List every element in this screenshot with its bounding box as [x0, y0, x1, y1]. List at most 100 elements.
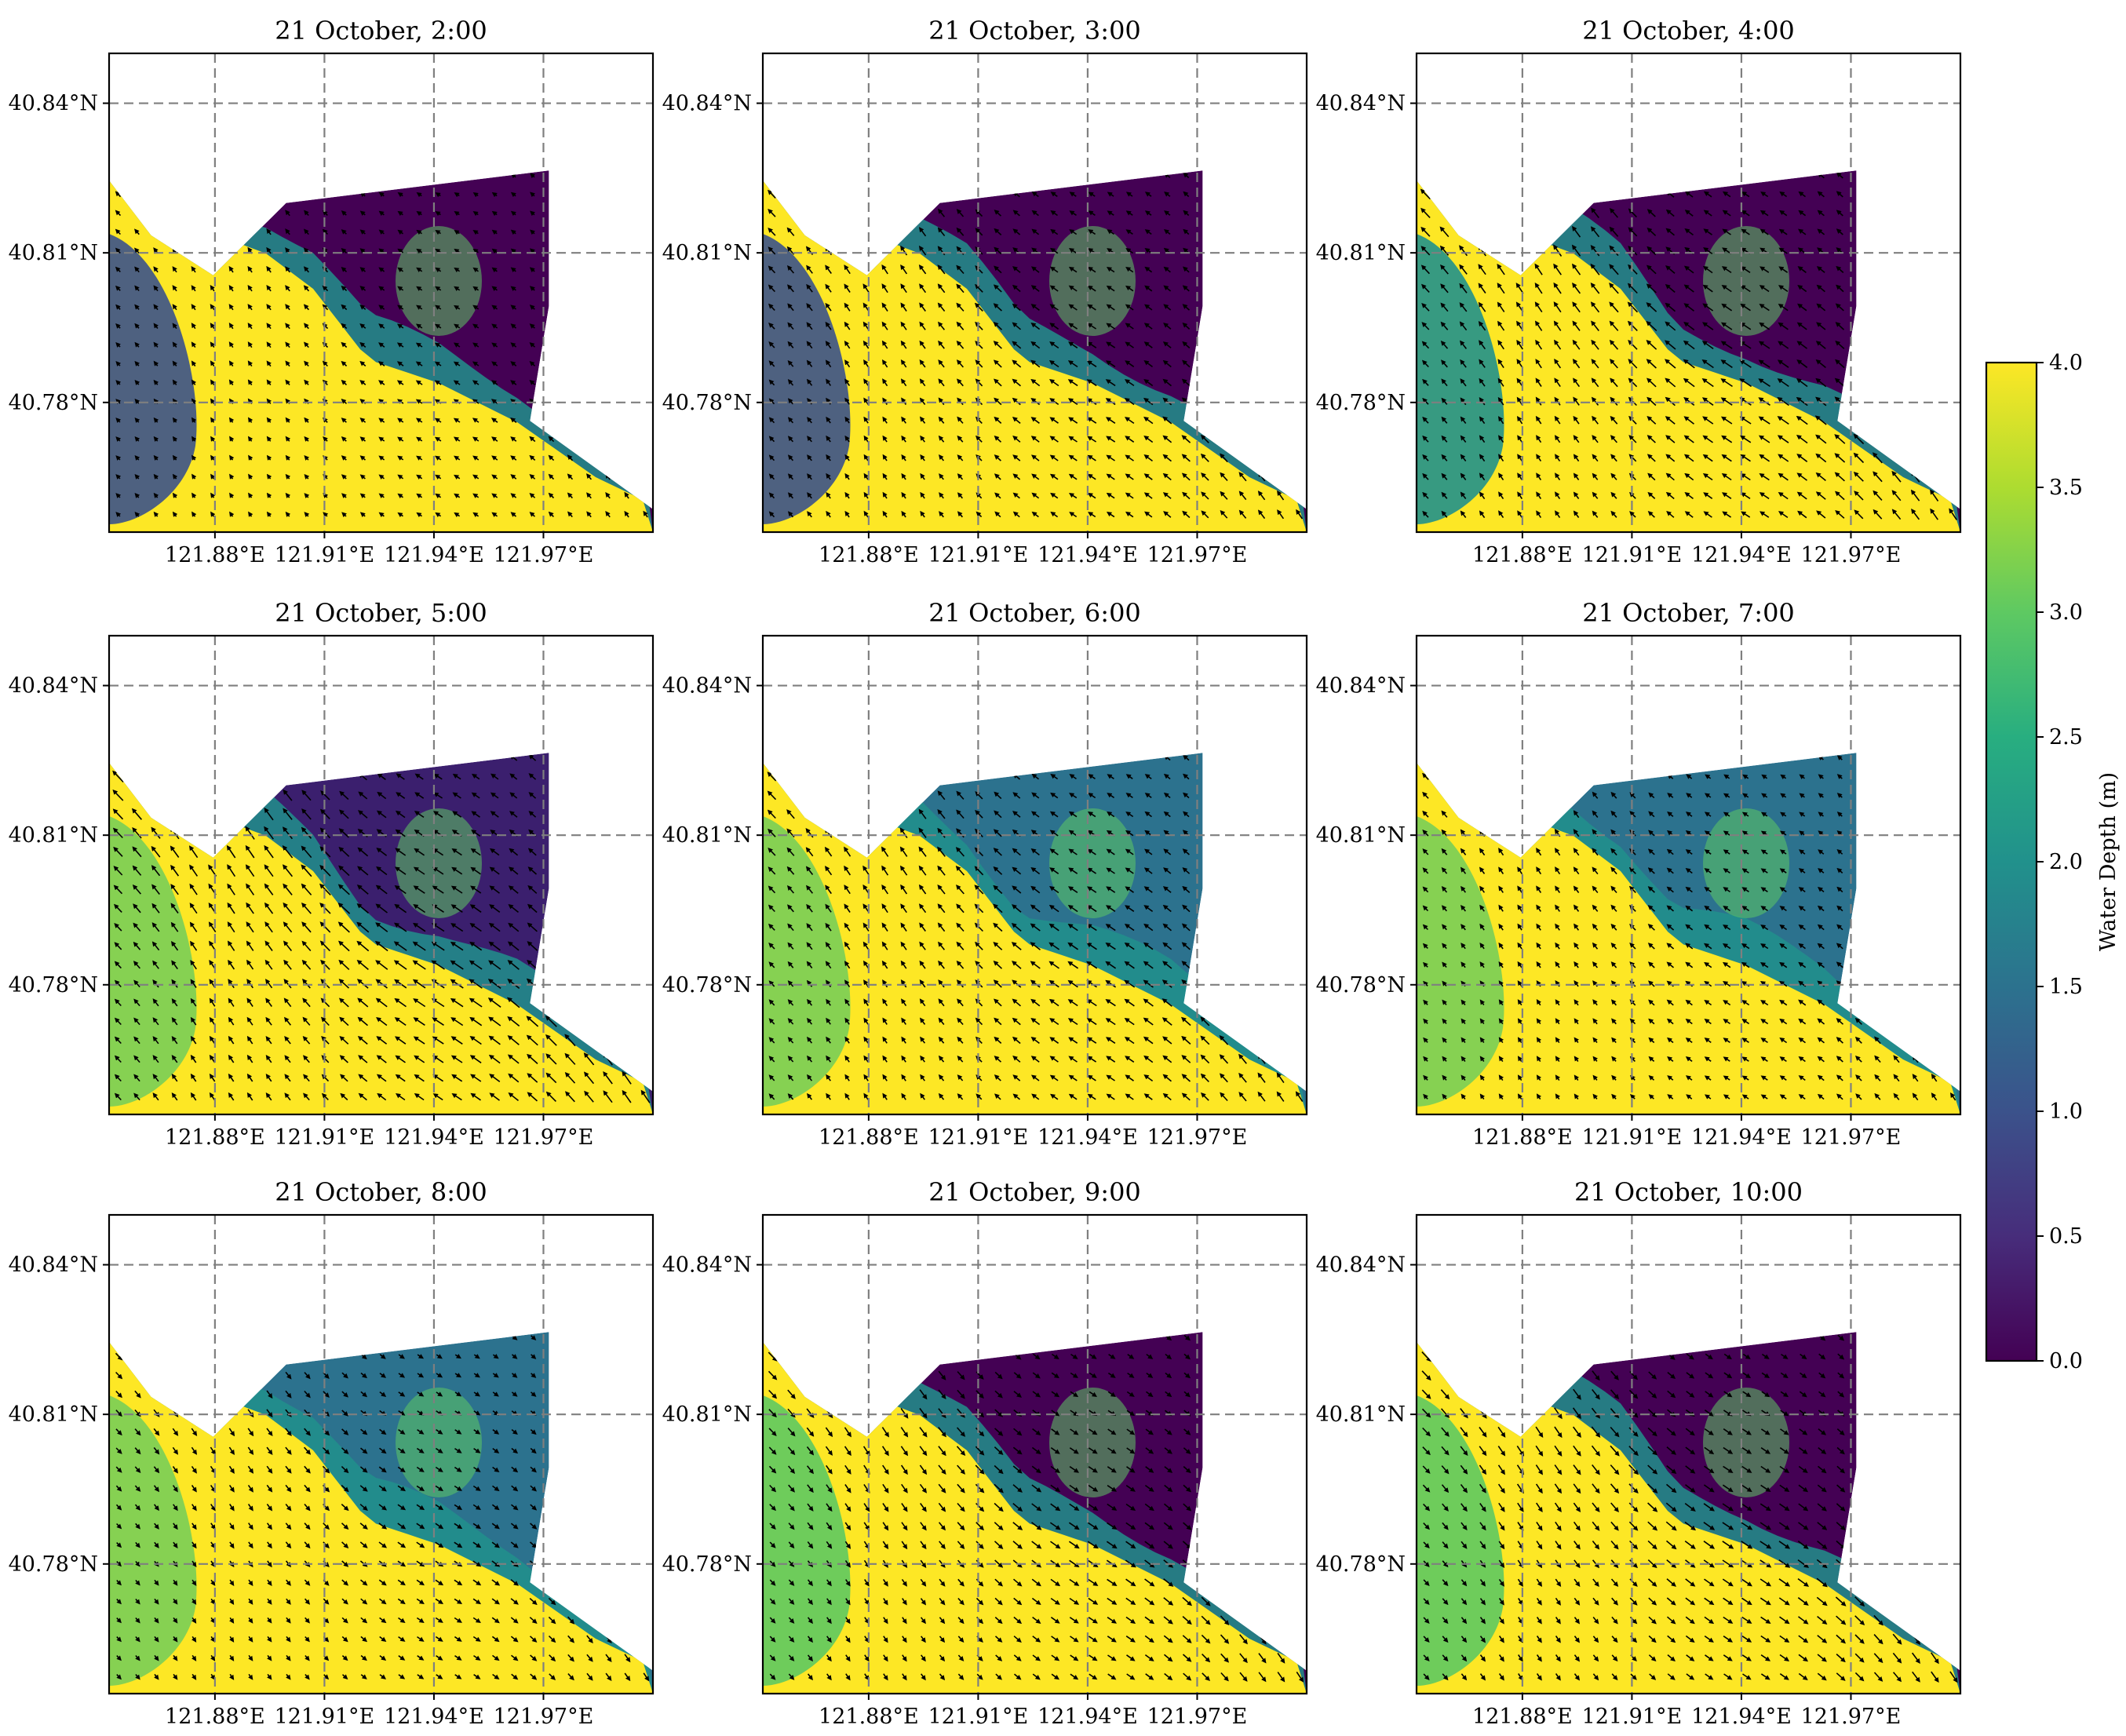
velocity-arrow — [359, 474, 366, 480]
x-tick-label: 121.91°E — [928, 543, 1029, 567]
velocity-arrow — [191, 473, 197, 480]
velocity-arrow — [266, 228, 272, 235]
velocity-arrow — [548, 436, 555, 443]
velocity-arrow — [134, 379, 140, 385]
velocity-arrow — [378, 323, 385, 329]
velocity-arrow — [172, 511, 178, 517]
velocity-arrow — [341, 360, 348, 367]
velocity-arrow — [341, 455, 347, 461]
velocity-arrow — [491, 323, 498, 329]
velocity-arrow — [247, 417, 253, 423]
velocity-arrow — [359, 436, 366, 442]
x-tick-label: 121.94°E — [1037, 1705, 1138, 1729]
deep-water-zone — [109, 179, 653, 532]
velocity-arrow — [191, 436, 197, 442]
velocity-arrow — [153, 341, 159, 348]
velocity-arrow — [341, 285, 348, 291]
velocity-arrow — [378, 210, 385, 217]
velocity-arrow — [397, 493, 403, 499]
velocity-arrow — [434, 361, 442, 367]
velocity-arrow — [472, 342, 480, 348]
velocity-arrow — [453, 380, 461, 385]
velocity-arrow — [529, 286, 535, 291]
velocity-arrow — [134, 492, 140, 498]
velocity-arrow — [378, 455, 385, 461]
velocity-arrow — [266, 246, 272, 254]
velocity-arrow — [510, 210, 516, 217]
velocity-arrow — [510, 474, 517, 480]
velocity-arrow — [397, 305, 404, 310]
x-tick-label: 121.97°E — [494, 543, 594, 567]
channel-bulge — [1703, 808, 1789, 918]
velocity-arrow — [304, 323, 309, 330]
velocity-arrow — [285, 285, 290, 292]
x-tick-label: 121.94°E — [1691, 1705, 1792, 1729]
velocity-arrow — [491, 342, 498, 348]
x-tick-label: 121.97°E — [1147, 1125, 1248, 1150]
y-tick-label: 40.78°N — [662, 391, 752, 415]
velocity-arrow — [172, 360, 178, 367]
velocity-arrow — [285, 304, 290, 311]
velocity-arrow — [115, 418, 122, 423]
velocity-arrow — [378, 229, 385, 235]
velocity-arrow — [397, 418, 404, 423]
velocity-arrow — [491, 229, 498, 235]
y-tick-label: 40.81°N — [1316, 1402, 1406, 1427]
velocity-arrow — [416, 210, 422, 217]
velocity-arrow — [191, 304, 196, 311]
velocity-arrow — [115, 361, 122, 367]
velocity-arrow — [115, 380, 122, 385]
channel-bulge — [1049, 808, 1136, 918]
velocity-arrow — [359, 229, 366, 235]
y-tick-label: 40.84°N — [662, 1253, 752, 1278]
x-tick-label: 121.97°E — [1147, 1705, 1248, 1729]
x-tick-label: 121.91°E — [928, 1125, 1029, 1150]
velocity-arrow — [453, 361, 461, 367]
velocity-arrow — [567, 454, 574, 461]
velocity-arrow — [153, 492, 159, 498]
velocity-arrow — [228, 360, 235, 367]
velocity-arrow — [359, 323, 366, 329]
x-tick-label: 121.97°E — [1801, 1125, 1902, 1150]
panel-title: 21 October, 2:00 — [275, 16, 487, 46]
velocity-arrow — [134, 360, 140, 367]
velocity-arrow — [266, 379, 272, 385]
velocity-arrow — [304, 341, 309, 348]
velocity-arrow — [397, 229, 403, 235]
velocity-arrow — [378, 286, 385, 291]
velocity-arrow — [210, 284, 215, 292]
velocity-arrow — [153, 323, 159, 329]
channel-bulge — [396, 808, 482, 918]
velocity-arrow — [454, 286, 461, 291]
velocity-arrow — [134, 228, 140, 235]
velocity-arrow — [303, 304, 309, 311]
velocity-arrow — [304, 360, 309, 367]
velocity-arrow — [285, 436, 291, 442]
velocity-arrow — [322, 360, 328, 367]
velocity-arrow — [472, 455, 480, 461]
velocity-arrow — [115, 323, 121, 329]
panel-grid: 121.88°E 121.91°E 121.94°E 121.97°E 40.78°N 4… — [9, 16, 1962, 1729]
velocity-arrow — [472, 229, 479, 235]
x-tick-label: 121.94°E — [1691, 543, 1792, 567]
velocity-arrow — [378, 493, 385, 498]
velocity-arrow — [585, 473, 593, 480]
y-tick-label: 40.78°N — [662, 1552, 752, 1577]
velocity-arrow — [248, 454, 253, 461]
velocity-arrow — [397, 286, 404, 291]
velocity-arrow — [605, 492, 611, 499]
velocity-arrow — [134, 511, 140, 517]
velocity-arrow — [472, 192, 479, 198]
velocity-arrow — [266, 304, 272, 311]
velocity-arrow — [210, 436, 216, 442]
velocity-arrow — [434, 342, 442, 348]
velocity-arrow — [285, 210, 290, 217]
velocity-arrow — [472, 418, 480, 423]
velocity-arrow — [472, 380, 480, 385]
y-tick-label: 40.81°N — [9, 241, 98, 265]
velocity-arrow — [454, 455, 461, 461]
x-tick-label: 121.88°E — [819, 1705, 919, 1729]
velocity-arrow — [586, 492, 592, 499]
velocity-arrow — [416, 229, 422, 235]
velocity-arrow — [415, 361, 423, 367]
